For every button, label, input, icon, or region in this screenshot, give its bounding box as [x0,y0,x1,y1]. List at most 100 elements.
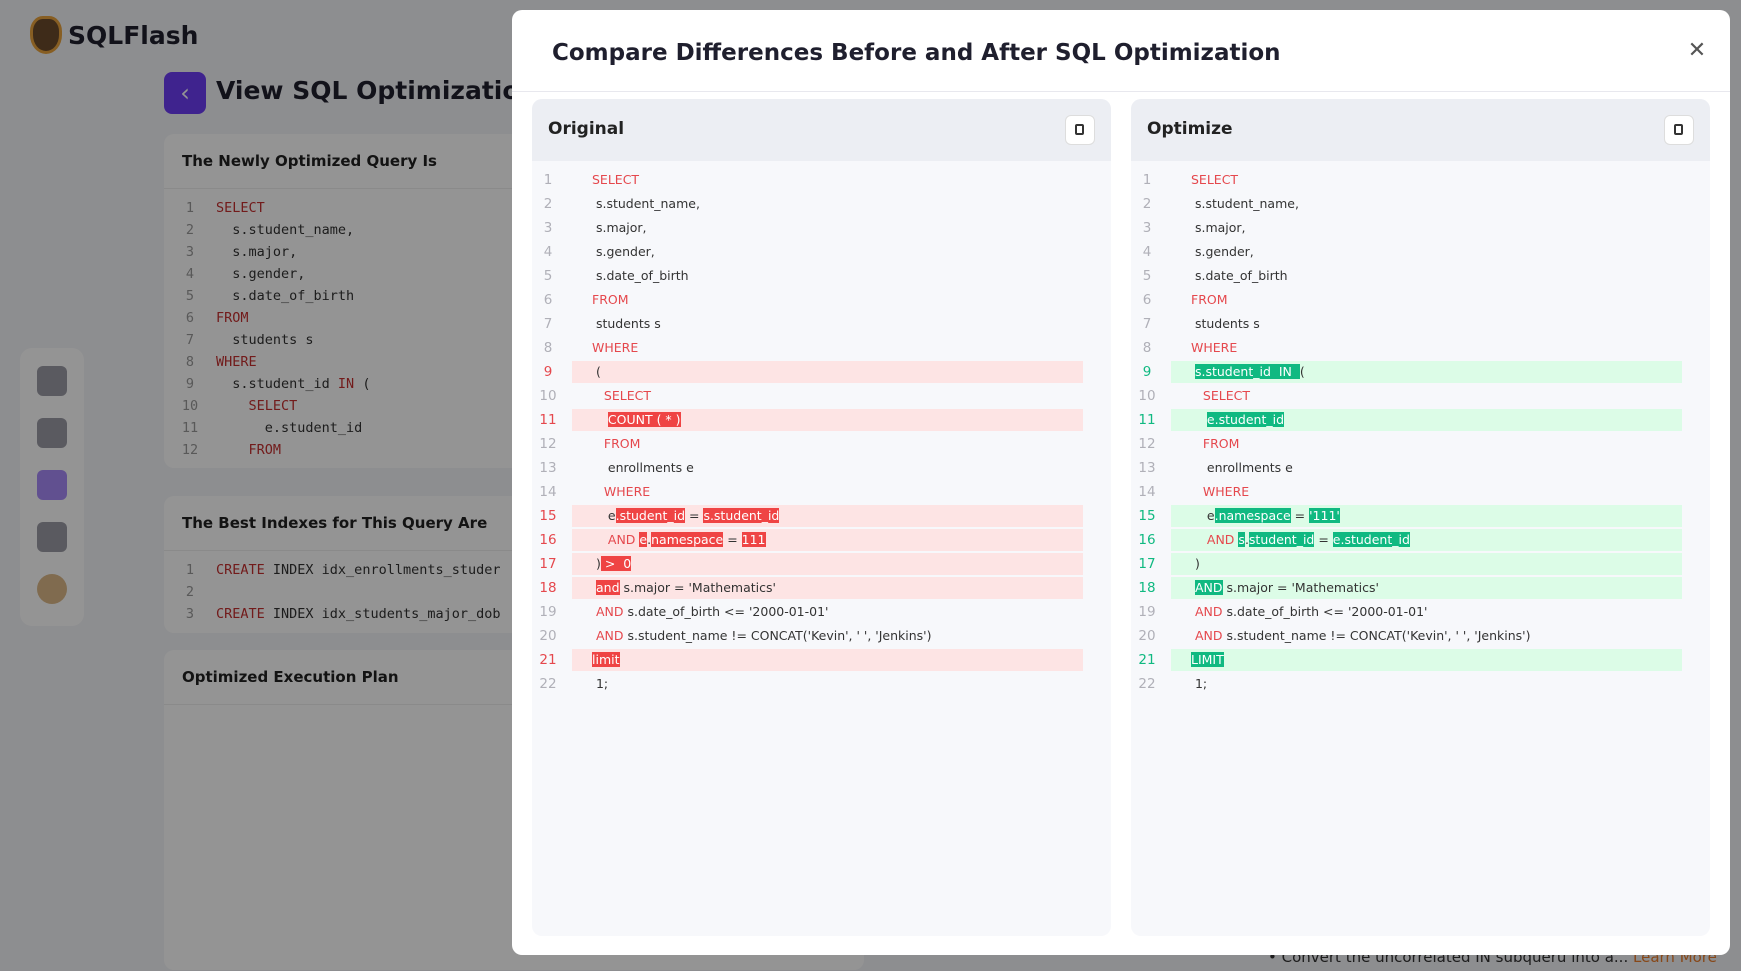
modal-header [512,10,1730,92]
code-line: 15 e.student_id = s.student_id [532,504,1111,528]
code-token: s.date_of_birth <= '2000-01-01' [1222,604,1428,619]
line-number: 2 [543,196,553,212]
code-text: SELECT [216,398,298,414]
line-number: 21 [539,652,557,668]
card-code: 1 CREATE INDEX idx_enrollments_studer 2 3 CR… [164,551,864,625]
code-token: 1; [592,676,609,691]
line-number: 3 [185,244,195,260]
code-token [1191,484,1203,499]
line-number: 11 [539,412,557,428]
code-line: 21 LIMIT [1131,648,1710,672]
nav-icon[interactable] [37,470,67,500]
line-number: 16 [1138,532,1156,548]
code-token: students s [216,332,314,348]
code-token: s [1238,532,1245,547]
nav-icon[interactable] [37,418,67,448]
nav-icon[interactable] [37,522,67,552]
code-line: 13 enrollments e [532,456,1111,480]
code-text: SELECT [572,385,1083,407]
code-text: s.student_id IN ( [1171,361,1682,383]
back-button[interactable]: ‹ [164,72,206,114]
code-line: 3 s.major, [1131,216,1710,240]
code-token: ( [1299,364,1305,379]
line-number: 12 [1138,436,1156,452]
code-token: WHERE [603,484,651,499]
code-text: students s [1171,313,1682,335]
modal-title: Compare Differences Before and After SQL… [552,40,1281,66]
code-token: SELECT [1202,388,1250,403]
compare-modal: Compare Differences Before and After SQL… [512,10,1730,955]
code-text: AND e.namespace = 111 [572,529,1083,551]
line-number: 6 [1142,292,1152,308]
code-text: s.gender, [216,266,305,282]
code-text: SELECT [1171,169,1682,191]
code-text: e.namespace = '111' [1171,505,1682,527]
copy-button[interactable] [1664,115,1694,145]
code-token: students s [592,316,661,331]
line-number: 4 [185,266,195,282]
code-line: 19 AND s.date_of_birth <= '2000-01-01' [1131,600,1710,624]
code-line: 9 s.student_id IN ( [164,373,864,395]
code-line: 14 WHERE [532,480,1111,504]
code-line: 2 s.student_name, [1131,192,1710,216]
line-number: 17 [539,556,557,572]
code-text: AND s.date_of_birth <= '2000-01-01' [1171,601,1682,623]
code-token: SELECT [248,398,298,414]
code-line: 8 WHERE [532,336,1111,360]
code-token: s.student_id [703,508,780,523]
code-text: e.student_id [1171,409,1682,431]
code-text: SELECT [572,169,1083,191]
code-token: s.date_of_birth [592,268,689,283]
line-number: 3 [543,220,553,236]
code-token: > 0 [600,556,632,571]
line-number: 3 [185,606,195,622]
logo-icon [30,16,62,54]
code-block: 1 SELECT 2 s.student_name, 3 s.major, 4 s.ge… [532,161,1111,696]
code-token: '111' [1309,508,1340,523]
code-line: 2 [164,581,864,603]
code-token: s.date_of_birth <= '2000-01-01' [623,604,829,619]
code-line: 10 SELECT [1131,384,1710,408]
pane-header: Optimize [1131,99,1710,161]
code-token: AND [1194,580,1223,595]
code-token: namespace [651,532,724,547]
code-text: ) [1171,553,1682,575]
line-number: 22 [1138,676,1156,692]
close-button[interactable]: ✕ [1687,38,1707,63]
avatar[interactable] [37,574,67,604]
code-token: .student_id [615,508,686,523]
line-number: 17 [1138,556,1156,572]
code-token: WHERE [216,354,257,370]
line-number: 9 [185,376,195,392]
code-line: 11 e.student_id [164,417,864,439]
line-number: 10 [181,398,199,414]
code-token: AND [1206,532,1235,547]
code-token: limit [592,652,620,667]
code-text: s.major, [572,217,1083,239]
code-token: LIMIT [1191,652,1224,667]
code-token: e.student_id [1332,532,1410,547]
code-token: enrollments e [1191,460,1293,475]
code-text: students s [216,332,314,348]
nav-icon[interactable] [37,366,67,396]
code-line: 5 s.date_of_birth [1131,264,1710,288]
line-number: 10 [539,388,557,404]
code-line: 4 s.gender, [532,240,1111,264]
code-text: WHERE [572,337,1083,359]
code-token: SELECT [216,200,265,216]
line-number: 9 [1142,364,1152,380]
logo[interactable]: SQLFlash [30,16,198,54]
code-text: ( [572,361,1083,383]
code-token [1191,532,1207,547]
code-text: FROM [216,442,282,458]
code-text: 1; [1171,673,1682,695]
line-number: 6 [543,292,553,308]
code-line: 21 limit [532,648,1111,672]
code-token: ( [354,376,371,392]
line-number: 11 [181,420,199,436]
line-number: 16 [539,532,557,548]
copy-button[interactable] [1065,115,1095,145]
code-text: s.gender, [1171,241,1682,263]
code-token: FROM [248,442,282,458]
code-text: s.date_of_birth [572,265,1083,287]
